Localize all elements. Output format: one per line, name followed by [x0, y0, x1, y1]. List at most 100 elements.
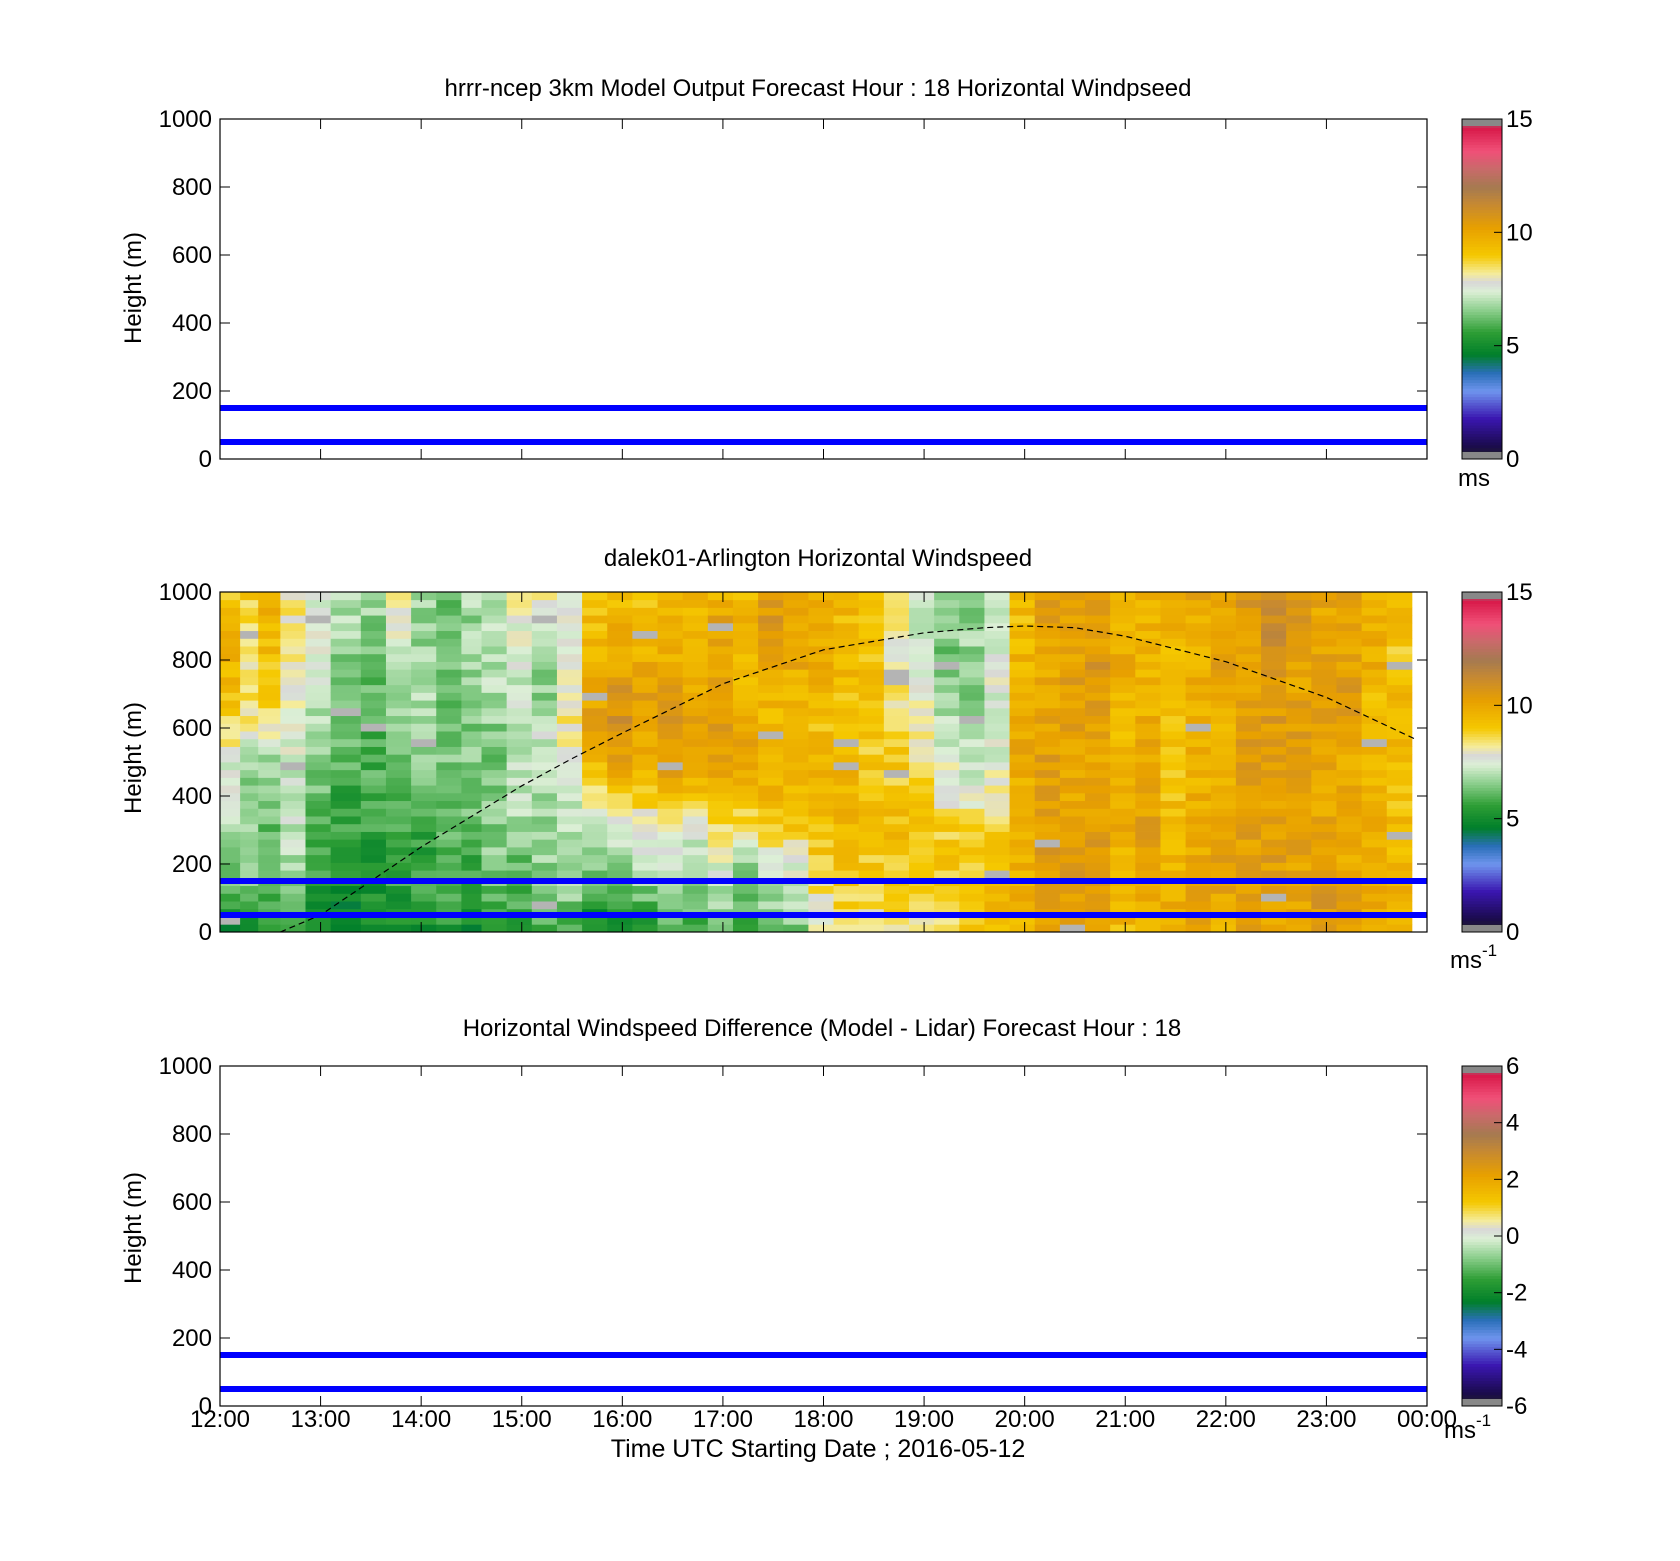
heatmap-cell — [305, 839, 332, 848]
heatmap-cell — [1235, 754, 1262, 763]
heatmap-cell — [783, 847, 809, 856]
heatmap-cell — [1034, 870, 1061, 879]
colorbar-segment — [1462, 127, 1502, 131]
heatmap-cell — [481, 893, 508, 902]
heatmap-cell — [411, 607, 437, 616]
heatmap-cell — [436, 847, 462, 856]
colorbar-segment — [1462, 1091, 1502, 1095]
heatmap-cell — [959, 646, 985, 655]
heatmap-cell — [758, 607, 784, 616]
heatmap-cell — [531, 762, 558, 771]
colorbar-segment — [1462, 170, 1502, 174]
heatmap-cell — [481, 677, 508, 686]
heatmap-cell — [1009, 823, 1036, 832]
heatmap-cell — [682, 893, 709, 902]
heatmap-cell — [1034, 924, 1061, 933]
heatmap-cell — [1336, 615, 1363, 624]
heatmap-cell — [1361, 746, 1388, 755]
heatmap-cell — [330, 723, 362, 732]
heatmap-cell — [1034, 777, 1061, 786]
heatmap-cell — [1261, 823, 1287, 832]
colorbar-segment — [1462, 824, 1502, 828]
heatmap-cell — [984, 816, 1010, 825]
heatmap-cell — [909, 762, 935, 771]
colorbar-segment — [1462, 337, 1502, 341]
heatmap-cell — [1210, 731, 1237, 740]
heatmap-cell — [1311, 677, 1337, 686]
heatmap-cell — [531, 738, 558, 747]
heatmap-cell — [531, 854, 558, 863]
heatmap-cell — [436, 754, 462, 763]
colorbar-segment — [1462, 648, 1502, 652]
heatmap-cell — [959, 599, 985, 608]
heatmap-cell — [582, 885, 608, 894]
heatmap-cell — [1135, 669, 1161, 678]
heatmap-cell — [1009, 800, 1036, 809]
heatmap-cell — [934, 700, 960, 709]
colorbar-segment — [1462, 303, 1502, 307]
heatmap-cell — [858, 638, 885, 647]
heatmap-cell — [732, 592, 759, 601]
heatmap-cell — [783, 646, 809, 655]
heatmap-cell — [531, 746, 558, 755]
heatmap-cell — [220, 615, 241, 624]
heatmap-cell — [1386, 816, 1413, 825]
colorbar-segment — [1462, 597, 1502, 601]
heatmap-cell — [556, 615, 583, 624]
heatmap-cell — [1336, 630, 1363, 639]
heatmap-cell — [657, 800, 684, 809]
heatmap-cell — [531, 785, 558, 794]
heatmap-cell — [436, 839, 462, 848]
colorbar-segment — [1462, 620, 1502, 624]
heatmap-cell — [1361, 630, 1388, 639]
colorbar-segment — [1462, 300, 1502, 304]
heatmap-cell — [984, 800, 1010, 809]
heatmap-cell — [305, 723, 332, 732]
heatmap-cell — [1185, 901, 1212, 910]
heatmap-cell — [330, 839, 362, 848]
heatmap-cell — [808, 630, 834, 639]
heatmap-cell — [411, 854, 437, 863]
heatmap-cell — [607, 715, 633, 724]
heatmap-cell — [1235, 599, 1262, 608]
heatmap-cell — [1311, 615, 1337, 624]
heatmap-cell — [808, 777, 834, 786]
heatmap-cell — [330, 661, 362, 670]
heatmap-cell — [959, 792, 985, 802]
heatmap-cell — [258, 692, 281, 701]
heatmap-cell — [481, 839, 508, 848]
heatmap-cell — [1210, 677, 1237, 686]
colorbar-segment — [1462, 289, 1502, 293]
heatmap-cell — [1085, 707, 1111, 717]
heatmap-cell — [258, 646, 281, 655]
heatmap-cell — [220, 862, 241, 871]
heatmap-cell — [632, 731, 658, 740]
colorbar-segment — [1462, 1335, 1502, 1339]
heatmap-cell — [556, 638, 583, 647]
heatmap-cell — [506, 800, 533, 809]
heatmap-cell — [934, 599, 960, 608]
heatmap-cell — [360, 916, 387, 925]
colorbar-segment — [1462, 204, 1502, 208]
heatmap-cell — [758, 816, 784, 825]
heatmap-cell — [506, 816, 533, 825]
colorbar-cap-bottom — [1462, 1399, 1502, 1406]
heatmap-cell — [808, 723, 834, 732]
colorbar-segment — [1462, 1363, 1502, 1367]
heatmap-cell — [360, 738, 387, 747]
heatmap-cell — [1085, 677, 1111, 686]
heatmap-cell — [1235, 847, 1262, 856]
heatmap-cell — [360, 615, 387, 624]
heatmap-cell — [1059, 847, 1086, 856]
heatmap-cell — [934, 692, 960, 701]
heatmap-cell — [360, 862, 387, 871]
colorbar-segment — [1462, 847, 1502, 851]
heatmap-cell — [758, 630, 784, 639]
heatmap-cell — [1135, 731, 1161, 740]
heatmap-cell — [682, 916, 709, 925]
colorbar-tick-label: 5 — [1506, 806, 1519, 833]
heatmap-cell — [1185, 692, 1212, 701]
heatmap-cell — [657, 862, 684, 871]
heatmap-cell — [556, 800, 583, 809]
heatmap-cell — [385, 862, 412, 871]
